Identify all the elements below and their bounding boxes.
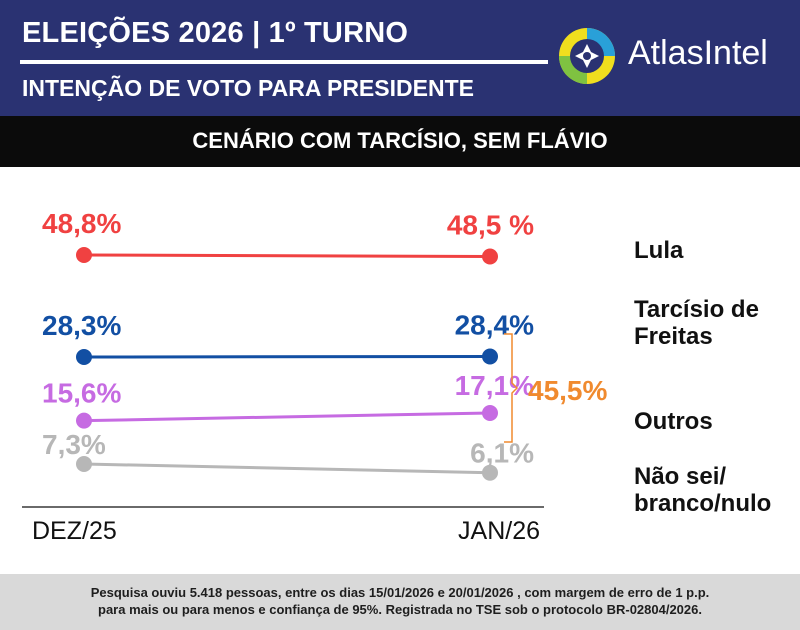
data-label-outros-1: 15,6% [42, 378, 121, 409]
legend-label-nao-sei-branco-nulo: Não sei/ [634, 463, 726, 490]
data-point-nao-sei-branco-nulo-1 [76, 456, 92, 472]
legend-label-nao-sei-branco-nulo: branco/nulo [634, 490, 771, 517]
legend-label-tarcisio-de-freitas: Tarcísio de [634, 296, 759, 323]
series-line-nao-sei-branco-nulo [83, 462, 491, 475]
data-label-lula-1: 48,8% [42, 208, 121, 239]
header-divider [20, 60, 548, 64]
series-line-lula [83, 253, 491, 258]
header-banner: ELEIÇÕES 2026 | 1º TURNO INTENÇÃO DE VOT… [0, 0, 800, 116]
group-bracket-label: 45,5% [528, 375, 607, 406]
data-point-tarcisio-de-freitas-1 [76, 349, 92, 365]
footnote: Pesquisa ouviu 5.418 pessoas, entre os d… [20, 584, 780, 618]
footnote-line-2: para mais ou para menos e confiança de 9… [98, 602, 702, 617]
data-point-lula-1 [76, 247, 92, 263]
data-point-outros-1 [76, 412, 92, 429]
data-point-outros-2 [482, 405, 498, 421]
page-title: ELEIÇÕES 2026 | 1º TURNO [22, 17, 409, 49]
atlasintel-logo-icon [559, 28, 615, 84]
legend-label-outros: Outros [634, 408, 713, 435]
scenario-bar: CENÁRIO COM TARCÍSIO, SEM FLÁVIO [0, 116, 800, 167]
page-subtitle: INTENÇÃO DE VOTO PARA PRESIDENTE [22, 75, 474, 101]
data-label-nao-sei-branco-nulo-1: 7,3% [42, 429, 106, 460]
data-label-nao-sei-branco-nulo-2: 6,1% [470, 438, 534, 469]
footnote-line-1: Pesquisa ouviu 5.418 pessoas, entre os d… [90, 585, 710, 600]
data-point-tarcisio-de-freitas-2 [482, 348, 498, 365]
data-point-lula-2 [482, 248, 498, 265]
legend-label-tarcisio-de-freitas: Freitas [634, 323, 713, 350]
data-label-tarcisio-de-freitas-1: 28,3% [42, 310, 121, 341]
x-tick-label-1: DEZ/25 [32, 517, 117, 545]
x-tick-label-2: JAN/26 [458, 517, 540, 545]
data-label-tarcisio-de-freitas-2: 28,4% [455, 310, 534, 341]
series-line-outros [83, 411, 491, 423]
scenario-title: CENÁRIO COM TARCÍSIO, SEM FLÁVIO [192, 128, 608, 153]
line-chart: 48,8% 48,5 % Lula 28,3% 28,4% Tarcísio deFrei… [22, 208, 771, 545]
brand-name: AtlasIntel [628, 34, 768, 72]
data-point-nao-sei-branco-nulo-2 [482, 464, 498, 481]
footer: Pesquisa ouviu 5.418 pessoas, entre os d… [0, 574, 800, 630]
legend-label-lula: Lula [634, 237, 684, 264]
group-bracket [504, 333, 519, 443]
data-label-outros-2: 17,1% [455, 370, 534, 401]
data-label-lula-2: 48,5 % [447, 209, 534, 240]
